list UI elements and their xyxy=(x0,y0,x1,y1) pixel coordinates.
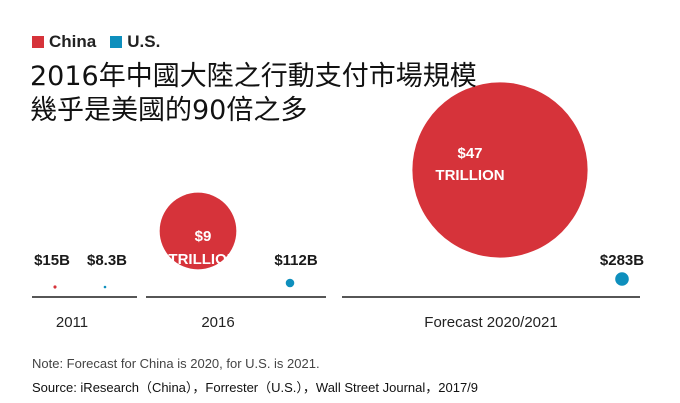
us-bubble-2 xyxy=(615,272,629,286)
legend-item-china: China xyxy=(32,32,96,52)
us-value-label-0: $8.3B xyxy=(87,252,127,269)
china-value-label-2-unit: TRILLION xyxy=(435,167,504,184)
chart-note: Note: Forecast for China is 2020, for U.… xyxy=(32,356,320,371)
title-line-2: 幾乎是美國的90倍之多 xyxy=(30,95,308,126)
legend-label-us: U.S. xyxy=(127,32,161,51)
china-value-label-0: $15B xyxy=(34,252,70,269)
china-value-label-1-amount: $9 xyxy=(195,228,212,245)
china-value-label-1-unit: TRILLION xyxy=(168,251,237,268)
title-line-1: 2016年中國大陸之行動支付市場規模 xyxy=(30,61,477,92)
chart-source: Source: iResearch（China），Forrester（U.S.）… xyxy=(32,380,479,395)
legend-label-china: China xyxy=(49,32,97,51)
china-value-label-2-amount: $47 xyxy=(457,145,482,162)
category-label-1: 2016 xyxy=(201,314,234,331)
category-label-0: 2011 xyxy=(56,314,88,331)
china-bubble-1 xyxy=(159,192,237,270)
category-label-2: Forecast 2020/2021 xyxy=(424,314,557,331)
china-bubble-2 xyxy=(412,82,588,258)
us-bubble-0 xyxy=(103,285,107,289)
legend-swatch-us xyxy=(110,36,123,48)
chart-title: 2016年中國大陸之行動支付市場規模 幾乎是美國的90倍之多 xyxy=(30,60,477,128)
us-value-label-1: $112B xyxy=(274,252,318,269)
us-bubble-1 xyxy=(285,278,295,288)
legend-item-us: U.S. xyxy=(110,32,160,52)
legend: China U.S. xyxy=(32,32,160,52)
china-bubble-0 xyxy=(53,285,57,289)
us-value-label-2: $283B xyxy=(600,252,644,269)
legend-swatch-china xyxy=(32,36,44,48)
